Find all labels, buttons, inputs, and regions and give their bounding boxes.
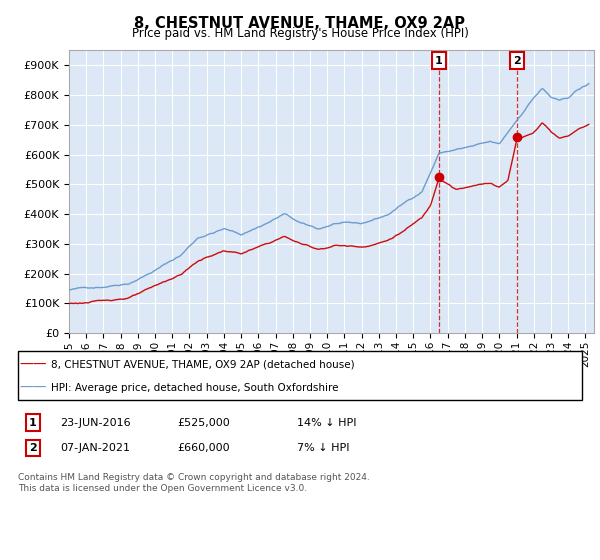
Text: 07-JAN-2021: 07-JAN-2021 bbox=[60, 443, 130, 453]
Text: 7% ↓ HPI: 7% ↓ HPI bbox=[297, 443, 349, 453]
Text: 2: 2 bbox=[29, 443, 37, 453]
Text: 1: 1 bbox=[435, 56, 443, 66]
Text: 14% ↓ HPI: 14% ↓ HPI bbox=[297, 418, 356, 428]
Text: 23-JUN-2016: 23-JUN-2016 bbox=[60, 418, 131, 428]
Text: ——: —— bbox=[19, 358, 47, 372]
Text: 8, CHESTNUT AVENUE, THAME, OX9 2AP: 8, CHESTNUT AVENUE, THAME, OX9 2AP bbox=[134, 16, 466, 31]
Text: 2: 2 bbox=[513, 56, 521, 66]
Text: 8, CHESTNUT AVENUE, THAME, OX9 2AP (detached house): 8, CHESTNUT AVENUE, THAME, OX9 2AP (deta… bbox=[51, 360, 355, 370]
Text: Price paid vs. HM Land Registry's House Price Index (HPI): Price paid vs. HM Land Registry's House … bbox=[131, 27, 469, 40]
Text: HPI: Average price, detached house, South Oxfordshire: HPI: Average price, detached house, Sout… bbox=[51, 383, 338, 393]
Text: £525,000: £525,000 bbox=[177, 418, 230, 428]
Text: 1: 1 bbox=[29, 418, 37, 428]
Text: ——: —— bbox=[19, 381, 47, 395]
Text: £660,000: £660,000 bbox=[177, 443, 230, 453]
Text: Contains HM Land Registry data © Crown copyright and database right 2024.
This d: Contains HM Land Registry data © Crown c… bbox=[18, 473, 370, 493]
